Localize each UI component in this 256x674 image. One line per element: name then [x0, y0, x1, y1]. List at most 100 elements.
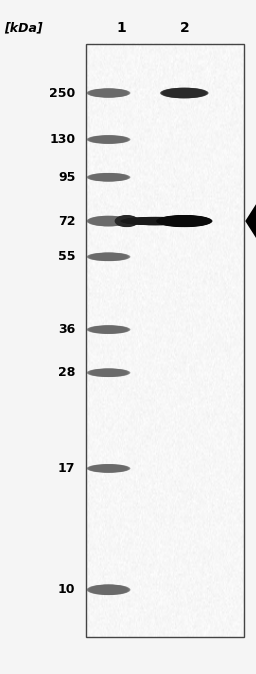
Ellipse shape	[90, 585, 127, 594]
Ellipse shape	[168, 217, 201, 225]
Ellipse shape	[165, 88, 204, 98]
Ellipse shape	[88, 135, 130, 144]
Ellipse shape	[87, 135, 131, 144]
Ellipse shape	[95, 90, 122, 96]
Ellipse shape	[89, 89, 128, 97]
Ellipse shape	[163, 216, 206, 226]
Ellipse shape	[89, 173, 129, 181]
Ellipse shape	[166, 217, 203, 225]
Ellipse shape	[117, 216, 136, 226]
Ellipse shape	[89, 173, 128, 181]
Ellipse shape	[92, 586, 125, 594]
Ellipse shape	[160, 216, 209, 226]
Ellipse shape	[116, 216, 137, 226]
Ellipse shape	[90, 253, 127, 261]
Text: 36: 36	[58, 323, 76, 336]
Ellipse shape	[95, 466, 122, 471]
Ellipse shape	[87, 326, 131, 334]
Ellipse shape	[116, 216, 138, 226]
Ellipse shape	[135, 218, 176, 224]
Ellipse shape	[163, 88, 206, 98]
Ellipse shape	[166, 89, 202, 97]
Ellipse shape	[94, 326, 123, 333]
Ellipse shape	[91, 465, 126, 472]
Ellipse shape	[92, 136, 125, 143]
Ellipse shape	[90, 216, 127, 226]
Ellipse shape	[93, 586, 124, 594]
Ellipse shape	[89, 326, 128, 334]
Ellipse shape	[90, 326, 127, 334]
Ellipse shape	[163, 216, 205, 226]
Ellipse shape	[93, 90, 124, 96]
Ellipse shape	[157, 215, 212, 227]
Ellipse shape	[129, 218, 183, 224]
Ellipse shape	[93, 217, 124, 225]
Ellipse shape	[87, 368, 131, 377]
Ellipse shape	[115, 215, 138, 227]
Ellipse shape	[92, 326, 125, 333]
Ellipse shape	[87, 216, 131, 226]
Ellipse shape	[92, 369, 125, 376]
Ellipse shape	[91, 369, 126, 376]
Ellipse shape	[95, 137, 122, 142]
Ellipse shape	[118, 216, 135, 226]
Ellipse shape	[94, 586, 123, 594]
Ellipse shape	[92, 465, 125, 472]
Ellipse shape	[95, 370, 122, 375]
Ellipse shape	[94, 174, 123, 181]
Ellipse shape	[92, 174, 125, 181]
Ellipse shape	[91, 465, 126, 472]
Ellipse shape	[118, 216, 136, 226]
Ellipse shape	[92, 253, 125, 260]
Ellipse shape	[117, 216, 137, 226]
Ellipse shape	[92, 174, 125, 181]
Text: 1: 1	[117, 22, 126, 35]
Text: 55: 55	[58, 250, 76, 264]
Ellipse shape	[127, 218, 184, 224]
Text: 28: 28	[58, 366, 76, 379]
Ellipse shape	[91, 326, 126, 333]
Ellipse shape	[88, 88, 130, 98]
Ellipse shape	[92, 90, 125, 96]
Ellipse shape	[159, 216, 209, 226]
Ellipse shape	[88, 253, 129, 261]
Ellipse shape	[88, 369, 129, 377]
Ellipse shape	[94, 326, 123, 333]
Ellipse shape	[158, 216, 210, 226]
Ellipse shape	[89, 369, 129, 377]
Ellipse shape	[93, 217, 124, 225]
Ellipse shape	[90, 585, 127, 594]
Ellipse shape	[95, 466, 122, 471]
Ellipse shape	[90, 216, 127, 226]
Ellipse shape	[116, 216, 137, 226]
Ellipse shape	[87, 253, 130, 261]
Ellipse shape	[91, 89, 126, 97]
Ellipse shape	[115, 216, 138, 226]
Ellipse shape	[169, 90, 200, 96]
Ellipse shape	[92, 136, 125, 143]
Ellipse shape	[167, 89, 202, 97]
Ellipse shape	[95, 137, 122, 142]
Ellipse shape	[94, 369, 123, 376]
Ellipse shape	[90, 173, 127, 181]
Ellipse shape	[90, 464, 127, 472]
Text: 2: 2	[179, 22, 189, 35]
Ellipse shape	[93, 253, 124, 260]
Text: 10: 10	[58, 583, 76, 596]
Ellipse shape	[94, 90, 123, 96]
Ellipse shape	[88, 369, 130, 377]
Ellipse shape	[93, 326, 124, 333]
Ellipse shape	[125, 217, 186, 225]
Ellipse shape	[87, 135, 130, 144]
Ellipse shape	[163, 88, 205, 98]
Ellipse shape	[91, 174, 126, 181]
Ellipse shape	[89, 135, 128, 144]
Ellipse shape	[93, 253, 124, 260]
Ellipse shape	[91, 585, 126, 594]
Text: 72: 72	[58, 214, 76, 228]
Ellipse shape	[134, 218, 177, 224]
Ellipse shape	[87, 464, 131, 473]
Ellipse shape	[136, 218, 175, 224]
Ellipse shape	[119, 217, 134, 225]
Ellipse shape	[87, 584, 131, 595]
